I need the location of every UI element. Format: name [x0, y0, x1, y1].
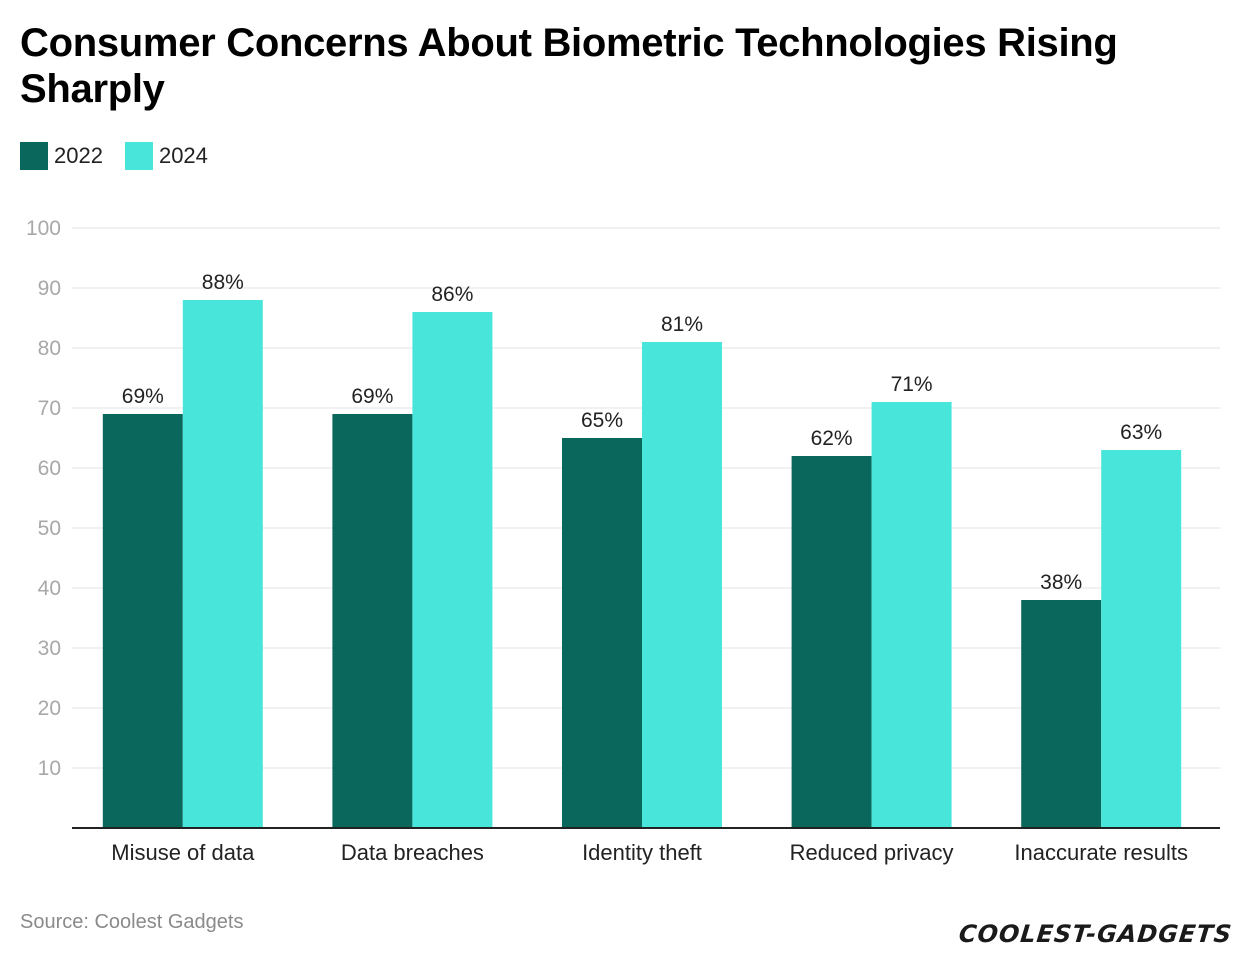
bar-2024-4 — [1101, 450, 1182, 828]
y-tick-label-100: 100 — [26, 217, 61, 240]
bar-2024-1 — [412, 312, 493, 828]
data-label-2022-3: 62% — [811, 427, 853, 450]
y-tick-label-90: 90 — [38, 277, 61, 300]
legend-item-2022: 2022 — [20, 142, 103, 170]
legend-item-2024: 2024 — [124, 142, 208, 170]
data-label-2022-2: 65% — [581, 409, 623, 432]
bar-2024-3 — [871, 402, 952, 828]
source-note: Source: Coolest Gadgets — [20, 911, 244, 933]
brand-logo: COOLEST-GADGETS — [957, 920, 1234, 948]
legend-swatch-2024 — [124, 142, 153, 170]
y-tick-label-20: 20 — [38, 697, 61, 720]
y-tick-label-30: 30 — [38, 637, 61, 660]
chart-title: Consumer Concerns About Biometric Techno… — [20, 21, 1118, 111]
data-label-2022-0: 69% — [122, 385, 164, 408]
legend-label-2022: 2022 — [54, 143, 103, 168]
y-tick-label-40: 40 — [38, 577, 61, 600]
y-tick-label-10: 10 — [38, 757, 61, 780]
x-tick-label-1: Data breaches — [341, 840, 484, 865]
y-tick-label-80: 80 — [38, 337, 61, 360]
legend: 2022 2024 — [20, 142, 230, 170]
legend-label-2024: 2024 — [158, 143, 208, 168]
bar-2022-1 — [332, 414, 413, 828]
bar-2024-0 — [182, 300, 263, 828]
bar-2024-2 — [642, 342, 722, 828]
legend-swatch-2022 — [20, 142, 48, 170]
bar-chart: 10 20 30 40 50 60 70 80 90 100 69% 88% Misuse of dat… — [26, 217, 1220, 865]
bar-2022-3 — [791, 456, 872, 828]
x-tick-label-3: Reduced privacy — [790, 840, 954, 865]
data-label-2024-4: 63% — [1120, 421, 1162, 444]
data-label-2024-1: 86% — [431, 283, 473, 306]
bar-2022-4 — [1021, 600, 1102, 828]
y-tick-label-70: 70 — [38, 397, 61, 420]
bar-2022-2 — [562, 438, 642, 828]
x-tick-label-2: Identity theft — [582, 840, 702, 865]
x-tick-label-4: Inaccurate results — [1014, 840, 1188, 865]
bar-2022-0 — [102, 414, 183, 828]
y-tick-label-50: 50 — [38, 517, 61, 540]
data-label-2022-4: 38% — [1040, 571, 1082, 594]
data-label-2024-3: 71% — [891, 373, 933, 396]
data-label-2024-2: 81% — [661, 313, 703, 336]
y-tick-label-60: 60 — [38, 457, 61, 480]
x-tick-label-0: Misuse of data — [111, 840, 255, 865]
data-label-2024-0: 88% — [202, 271, 244, 294]
data-label-2022-1: 69% — [351, 385, 393, 408]
